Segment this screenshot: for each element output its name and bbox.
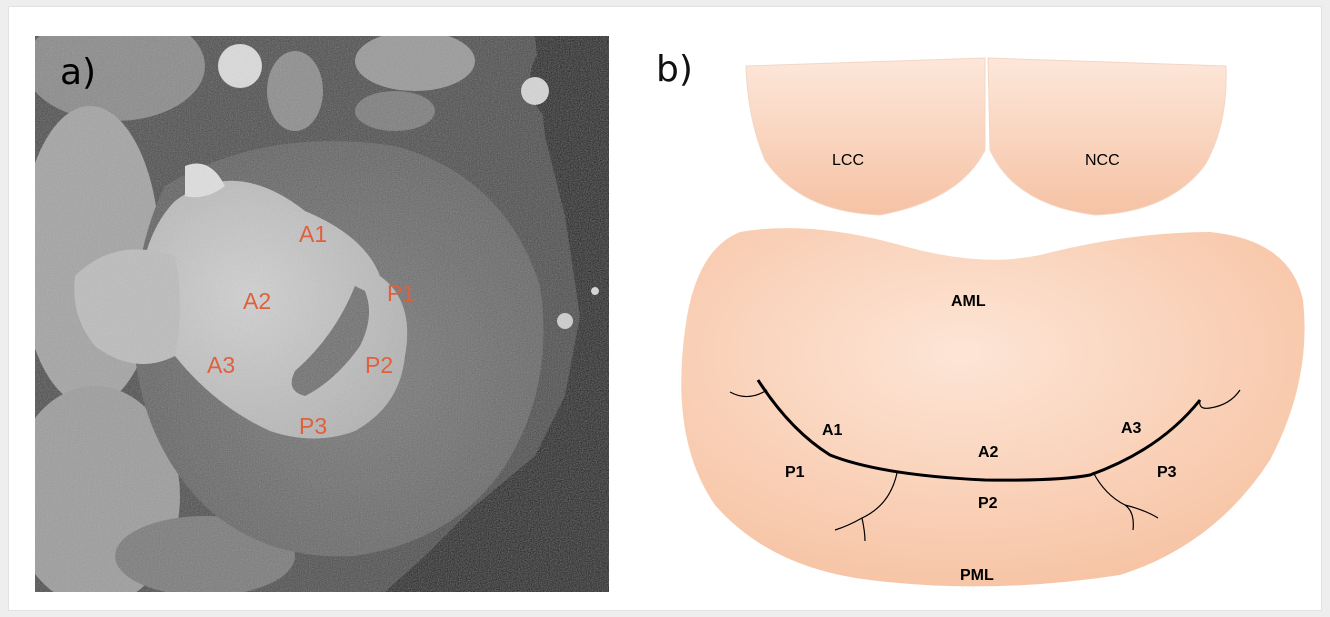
panel-b-label: b) xyxy=(656,49,693,90)
diagram-label-a1: A1 xyxy=(822,422,843,439)
aml-label: AML xyxy=(951,293,986,310)
diagram-label-p1: P1 xyxy=(785,464,805,481)
ct-label-p1: P1 xyxy=(387,280,416,306)
ct-image: A1 A2 A3 P1 P2 P3 xyxy=(35,36,609,592)
diagram-label-a3: A3 xyxy=(1121,420,1142,437)
panel-a-label: a) xyxy=(60,52,97,93)
ct-label-p3: P3 xyxy=(299,413,328,439)
mitral-leaflet-body xyxy=(681,228,1305,587)
left-top-branch xyxy=(729,389,768,398)
lcc-cusp xyxy=(745,57,986,216)
ct-label-a3: A3 xyxy=(207,352,236,378)
pml-label: PML xyxy=(960,567,994,584)
diagram-label-p3: P3 xyxy=(1157,464,1177,481)
ct-scan-illustration xyxy=(35,36,609,592)
coaptation-line xyxy=(756,379,1202,482)
ncc-label: NCC xyxy=(1085,152,1120,169)
ct-label-a2: A2 xyxy=(243,288,272,314)
diagram-label-a2: A2 xyxy=(978,444,999,461)
left-lower-branch xyxy=(834,472,898,542)
right-top-branch xyxy=(1199,389,1241,409)
ct-label-p2: P2 xyxy=(365,352,394,378)
diagram-label-p2: P2 xyxy=(978,495,998,512)
lcc-label: LCC xyxy=(832,152,865,169)
right-lower-branch xyxy=(1092,471,1159,531)
ncc-cusp xyxy=(987,57,1227,216)
ct-label-a1: A1 xyxy=(299,221,328,247)
